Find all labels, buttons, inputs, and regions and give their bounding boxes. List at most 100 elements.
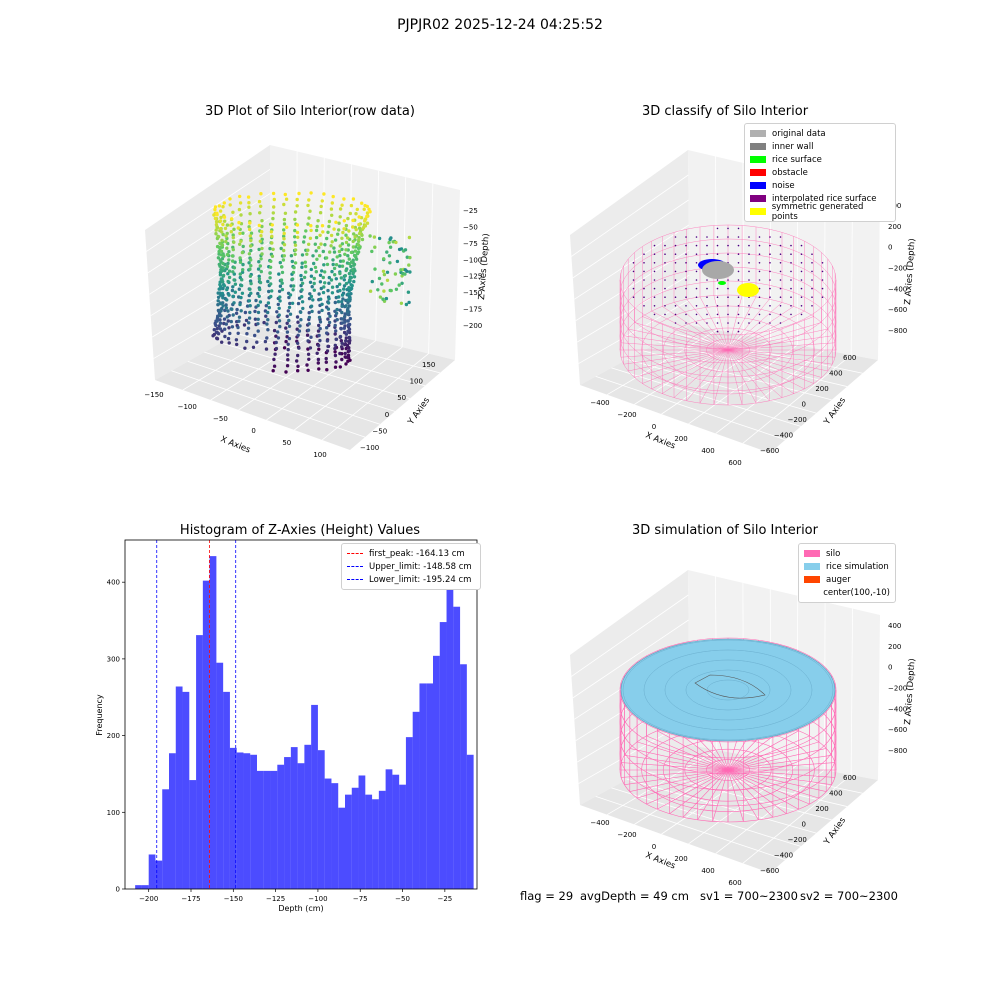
scatter-point [293, 261, 298, 265]
surface-point [800, 262, 803, 264]
silo-spoke [727, 349, 822, 378]
scatter-point [269, 259, 273, 263]
surface-point [643, 287, 645, 290]
scatter-point [282, 346, 287, 350]
surface-point [737, 279, 740, 281]
silo-spoke [699, 296, 729, 351]
scatter-point [329, 207, 334, 211]
silo-spoke [727, 769, 810, 805]
histogram-bar [405, 737, 413, 889]
silo-spoke [673, 349, 729, 398]
legend-entry: first_peak: -164.13 cm [347, 547, 475, 560]
scatter-point [368, 210, 372, 214]
scatter-point [373, 245, 377, 249]
scatter-point [271, 369, 275, 373]
scatter-point [337, 295, 341, 299]
scatter-point [326, 288, 330, 293]
scatter-point [256, 322, 260, 326]
scatter-point [214, 330, 219, 334]
scatter-point [293, 248, 298, 252]
silo-spoke [620, 349, 729, 358]
scatter-point [393, 272, 398, 276]
scatter-point [293, 243, 298, 247]
scatter-point [218, 219, 223, 223]
histogram-bar [460, 664, 467, 889]
scatter-point [231, 285, 235, 289]
scatter-point [218, 314, 222, 318]
scatter-point [224, 322, 228, 326]
scatter-point [360, 237, 365, 242]
scatter-point [260, 246, 264, 251]
scatter-point [235, 342, 239, 347]
y-tick-label: −400 [774, 852, 793, 860]
scatter-point [325, 331, 329, 335]
scatter-point [348, 211, 352, 216]
silo-spoke [727, 349, 833, 365]
scatter-point [228, 203, 232, 207]
scatter-point [351, 197, 356, 201]
scatter-point [309, 304, 314, 308]
surface-point [727, 253, 729, 255]
scatter-point [278, 284, 283, 288]
raw-3d-plot[interactable]: −150 −100 −50 0 50 100 150 100 50 0 −50 −100 −25 −5… [130, 135, 500, 465]
surface-point [737, 244, 740, 247]
scatter-point [221, 205, 225, 209]
scatter-point [391, 240, 395, 244]
scatter-point [284, 339, 288, 344]
scatter-point [268, 246, 272, 251]
scatter-point [306, 222, 310, 226]
surface-point [769, 262, 771, 264]
scatter-point [249, 248, 253, 253]
scatter-point [337, 221, 341, 225]
scatter-point [239, 213, 243, 217]
scatter-point [339, 339, 343, 343]
simulation-legend: silo rice simulation auger center(100,-10) [798, 543, 896, 603]
scatter-point [226, 309, 230, 313]
scatter-point [333, 300, 337, 305]
scatter-point [287, 295, 291, 300]
scatter-point [309, 191, 313, 195]
scatter-point [236, 331, 240, 335]
scatter-point [320, 308, 324, 313]
scatter-point [347, 341, 352, 345]
scatter-point [296, 353, 300, 358]
scatter-point [344, 223, 349, 228]
scatter-point [317, 310, 321, 314]
scatter-point [227, 269, 232, 273]
histogram-chart[interactable]: −200 −175 −150 −125 −100 −75 −50 −25 0 100 200 300… [85, 535, 485, 920]
scatter-point [238, 201, 243, 205]
scatter-point [223, 327, 227, 331]
silo-spoke [629, 748, 729, 771]
scatter-point [388, 261, 392, 265]
surface-point [790, 287, 792, 290]
scatter-point [249, 258, 253, 262]
scatter-point [219, 308, 223, 312]
surface-point [664, 253, 666, 255]
grid-line [572, 619, 689, 699]
surface-point [821, 296, 824, 298]
silo-wireframe [619, 224, 837, 406]
silo-spoke [727, 748, 827, 771]
scatter-point [230, 307, 234, 311]
histogram-bar [439, 622, 447, 889]
scatter-point [320, 224, 325, 228]
scatter-point [282, 248, 286, 253]
scatter-point [269, 282, 273, 286]
surface-point [706, 287, 708, 290]
silo-spoke [727, 735, 810, 771]
scatter-point [355, 207, 359, 212]
scatter-point [337, 249, 342, 254]
surface-point [800, 244, 803, 247]
silo-spoke [727, 769, 832, 785]
scatter-point [356, 243, 361, 247]
sv1-text: sv1 = 700~2300 [700, 889, 798, 903]
scatter-point [317, 292, 321, 296]
scatter-point [273, 352, 277, 356]
scatter-point [317, 315, 322, 320]
scatter-point [316, 343, 321, 348]
scatter-point [317, 367, 321, 371]
surface-point [716, 287, 719, 290]
scatter-point [295, 197, 299, 202]
scatter-point [306, 339, 310, 343]
